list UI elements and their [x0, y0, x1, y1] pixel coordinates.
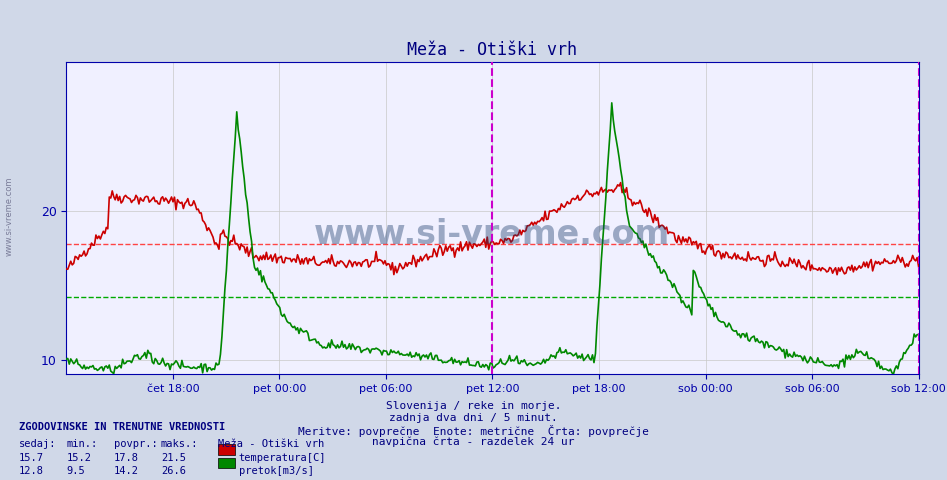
Text: www.si-vreme.com: www.si-vreme.com	[5, 176, 14, 256]
Text: maks.:: maks.:	[161, 439, 199, 449]
Text: min.:: min.:	[66, 439, 98, 449]
Text: 21.5: 21.5	[161, 453, 186, 463]
Text: temperatura[C]: temperatura[C]	[239, 453, 326, 463]
Text: 9.5: 9.5	[66, 466, 85, 476]
Text: 14.2: 14.2	[114, 466, 138, 476]
Title: Meža - Otiški vrh: Meža - Otiški vrh	[407, 41, 578, 60]
Text: 17.8: 17.8	[114, 453, 138, 463]
Text: Slovenija / reke in morje.: Slovenija / reke in morje.	[385, 401, 562, 411]
Text: 15.7: 15.7	[19, 453, 44, 463]
Text: 26.6: 26.6	[161, 466, 186, 476]
Text: 15.2: 15.2	[66, 453, 91, 463]
Text: 12.8: 12.8	[19, 466, 44, 476]
Text: navpična črta - razdelek 24 ur: navpična črta - razdelek 24 ur	[372, 437, 575, 447]
Text: Meža - Otiški vrh: Meža - Otiški vrh	[218, 439, 324, 449]
Text: povpr.:: povpr.:	[114, 439, 157, 449]
Text: www.si-vreme.com: www.si-vreme.com	[314, 217, 670, 251]
Text: zadnja dva dni / 5 minut.: zadnja dva dni / 5 minut.	[389, 413, 558, 423]
Text: Meritve: povprečne  Enote: metrične  Črta: povprečje: Meritve: povprečne Enote: metrične Črta:…	[298, 425, 649, 437]
Text: pretok[m3/s]: pretok[m3/s]	[239, 466, 313, 476]
Text: ZGODOVINSKE IN TRENUTNE VREDNOSTI: ZGODOVINSKE IN TRENUTNE VREDNOSTI	[19, 422, 225, 432]
Text: sedaj:: sedaj:	[19, 439, 57, 449]
